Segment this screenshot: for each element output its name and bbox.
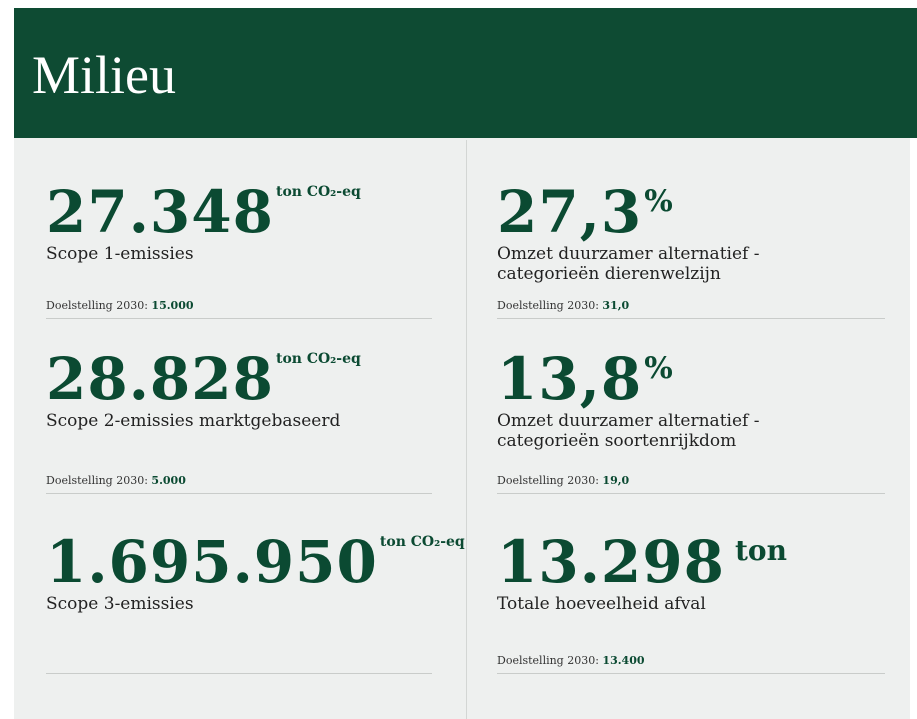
metric-value: 27.348 [46, 178, 274, 246]
metric-label: categorieën soortenrijkdom [497, 431, 737, 451]
metric-label: Omzet duurzamer alternatief - [497, 244, 760, 264]
target: Doelstelling 2030: 15.000 [46, 300, 194, 311]
metric-value: 13,8 [497, 345, 643, 413]
metric-unit: % [644, 184, 673, 219]
header: Milieu [14, 8, 917, 138]
content-panel [14, 138, 910, 719]
separator [46, 318, 432, 319]
metric-unit: ton CO₂-eq [275, 184, 361, 200]
metric-label: categorieën dierenwelzijn [497, 264, 721, 284]
target-label: Doelstelling 2030: [46, 474, 148, 487]
target-value: 13.400 [602, 654, 645, 667]
metric-value: 28.828 [46, 345, 274, 413]
separator [497, 493, 885, 494]
metric-value: 13.298 [497, 528, 725, 596]
target: Doelstelling 2030: 19,0 [497, 475, 629, 486]
target-label: Doelstelling 2030: [497, 654, 599, 667]
metric-label: Scope 3-emissies [46, 594, 194, 614]
title: Milieu [32, 45, 176, 105]
metric-unit: ton [734, 534, 787, 567]
target-value: 19,0 [602, 474, 630, 487]
metric-unit: ton CO₂-eq [379, 534, 465, 550]
metric-value: 1.695.950 [46, 528, 378, 596]
target-value: 5.000 [151, 474, 186, 487]
target-value: 31,0 [602, 299, 630, 312]
target: Doelstelling 2030: 31,0 [497, 300, 629, 311]
separator [497, 318, 885, 319]
metric-label: Totale hoeveelheid afval [497, 594, 706, 614]
target-label: Doelstelling 2030: [497, 474, 599, 487]
separator [497, 673, 885, 674]
metric-label: Scope 2-emissies marktgebaseerd [46, 411, 341, 431]
target-label: Doelstelling 2030: [497, 299, 599, 312]
target-value: 15.000 [151, 299, 194, 312]
separator [46, 493, 432, 494]
column-divider [466, 140, 467, 719]
target: Doelstelling 2030: 5.000 [46, 475, 186, 486]
metric-value: 27,3 [497, 178, 643, 246]
metric-label: Scope 1-emissies [46, 244, 194, 264]
metric-unit: ton CO₂-eq [275, 351, 361, 367]
separator [46, 673, 432, 674]
target: Doelstelling 2030: 13.400 [497, 655, 645, 666]
metric-label: Omzet duurzamer alternatief - [497, 411, 760, 431]
metric-unit: % [644, 351, 673, 386]
target-label: Doelstelling 2030: [46, 299, 148, 312]
